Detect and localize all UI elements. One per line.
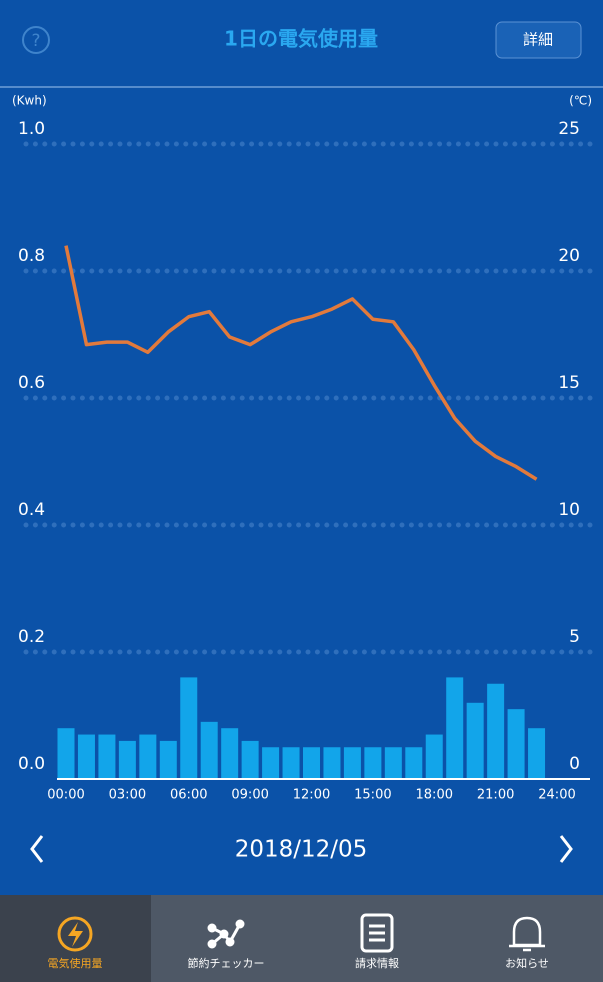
bar [425,734,443,779]
bar [241,740,259,779]
bar [487,683,505,779]
y-tick-label: 0.6 [18,373,45,393]
detail-button-label: 詳細 [523,31,553,49]
bar [507,709,525,779]
bar [139,734,157,779]
nav-label[interactable]: 請求情報 [355,956,399,970]
bar [282,747,300,779]
nav-label[interactable]: 節約チェッカー [188,956,265,970]
y-axis-unit: (Kwh) [12,94,47,108]
prev-arrow[interactable] [30,835,44,863]
nav-label[interactable]: 電気使用量 [48,956,103,970]
bar [77,734,95,779]
bar [343,747,361,779]
y2-tick-label: 0 [569,754,580,774]
bar [466,702,484,779]
nav-icon-checker [207,919,245,949]
x-tick-label: 00:00 [47,788,84,803]
bar [200,721,218,779]
bar [57,728,75,779]
nav-icon-bolt [68,922,83,947]
bar [180,677,198,779]
x-tick-label: 12:00 [293,788,330,803]
y2-tick-label: 25 [558,119,580,139]
y-tick-label: 0.4 [18,500,45,520]
x-tick-label: 18:00 [416,788,453,803]
y2-tick-label: 15 [558,373,580,393]
bar [323,747,341,779]
x-tick-label: 21:00 [477,788,514,803]
bar [98,734,116,779]
y2-tick-label: 10 [558,500,580,520]
y-tick-label: 0.2 [18,627,45,647]
x-tick-label: 03:00 [109,788,146,803]
nav-icon-bill [360,913,394,953]
y-tick-label: 1.0 [18,119,45,139]
y2-axis-unit: (℃) [569,94,592,108]
help-mark: ? [31,31,40,51]
bar [221,728,239,779]
header-title: 1日の電気使用量 [224,27,378,51]
x-tick-label: 06:00 [170,788,207,803]
detail-button[interactable] [495,21,582,59]
date-label: 2018/12/05 [235,837,368,863]
x-tick-label: 09:00 [231,788,268,803]
bar [262,747,280,779]
bar [528,728,546,779]
y-tick-label: 0.8 [18,246,45,266]
y2-tick-label: 20 [558,246,580,266]
bar [405,747,423,779]
nav-label[interactable]: お知らせ [505,956,549,970]
y2-tick-label: 5 [569,627,580,647]
bar [118,740,136,779]
nav-icon-bell [509,916,545,952]
bar [384,747,402,779]
temperature-line [64,245,538,481]
help-icon[interactable] [22,26,50,54]
bar [446,677,464,779]
bar [303,747,320,779]
nav-icon-power [57,916,93,952]
bar [364,747,382,779]
bar [159,740,177,779]
next-arrow[interactable] [559,835,573,863]
y-tick-label: 0.0 [18,754,45,774]
x-tick-label: 24:00 [538,788,575,803]
x-tick-label: 15:00 [354,788,391,803]
